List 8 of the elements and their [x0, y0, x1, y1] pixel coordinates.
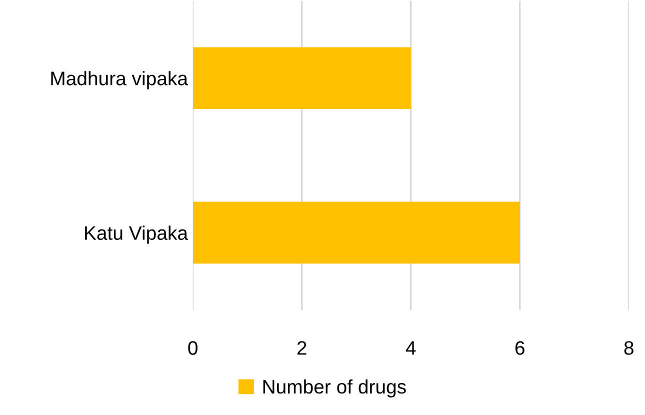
x-tick-label: 4: [406, 341, 416, 355]
legend-label: Number of drugs: [263, 379, 406, 398]
x-tick-label: 6: [515, 341, 524, 355]
x-tick-label: 0: [188, 341, 198, 355]
y-tick-label: Katu Vipaka: [85, 226, 188, 244]
x-tick-label: 8: [624, 341, 634, 355]
y-tick-label: Madhura vipaka: [51, 71, 188, 90]
x-tick-label: 2: [297, 341, 306, 355]
